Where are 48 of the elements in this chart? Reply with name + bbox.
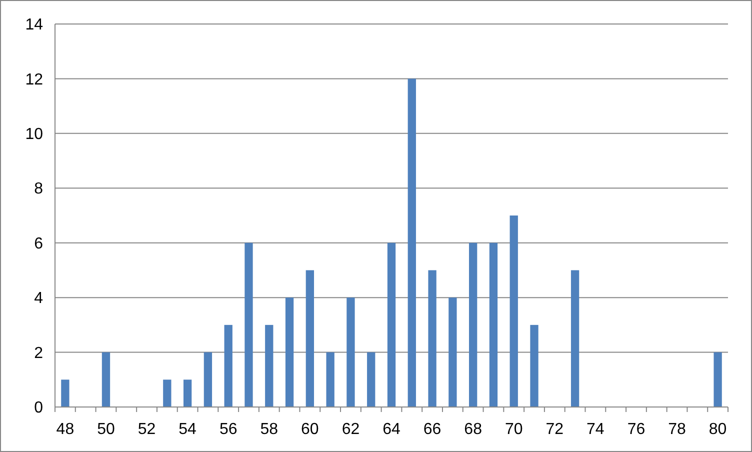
- x-tick-label: 54: [178, 421, 197, 438]
- bar: [285, 298, 294, 407]
- bar: [61, 380, 70, 407]
- bar: [183, 380, 192, 407]
- y-tick-label: 14: [25, 16, 44, 34]
- y-tick-label: 6: [34, 235, 44, 252]
- x-tick-label: 80: [708, 421, 727, 438]
- bar: [346, 298, 355, 407]
- bar: [448, 298, 457, 407]
- x-tick-label: 56: [219, 421, 238, 438]
- bar: [244, 242, 253, 407]
- x-tick-label: 64: [382, 421, 400, 438]
- x-tick-label: 50: [97, 421, 115, 438]
- y-tick-label: 8: [34, 180, 44, 198]
- x-tick-label: 68: [464, 421, 482, 438]
- bar: [510, 216, 518, 407]
- bar: [102, 352, 110, 407]
- x-tick-label: 76: [627, 421, 646, 438]
- bar: [224, 324, 232, 407]
- x-tick-label: 74: [586, 421, 604, 438]
- bar: [408, 78, 416, 407]
- bar: [530, 324, 538, 407]
- x-tick-label: 72: [546, 421, 564, 438]
- bar: [204, 352, 212, 407]
- bar: [387, 242, 396, 407]
- x-tick-label: 60: [301, 421, 319, 438]
- x-tick-label: 52: [138, 421, 156, 438]
- bar: [326, 352, 334, 407]
- x-tick-label: 62: [342, 421, 360, 438]
- bar: [163, 380, 172, 407]
- x-tick-label: 66: [423, 421, 442, 438]
- y-tick-label: 4: [34, 290, 44, 308]
- bar: [489, 242, 498, 407]
- bar: [428, 270, 436, 407]
- bar: [265, 324, 274, 407]
- y-tick-label: 12: [25, 71, 44, 88]
- x-tick-label: 70: [504, 421, 523, 438]
- y-tick-label: 10: [25, 126, 44, 144]
- y-tick-label: 2: [34, 344, 44, 362]
- bar: [306, 270, 314, 407]
- y-tick-label: 0: [34, 400, 44, 417]
- bar: [570, 270, 580, 407]
- x-tick-label: 58: [260, 421, 278, 438]
- x-tick-label: 78: [668, 421, 686, 438]
- bar: [714, 352, 722, 407]
- x-tick-label: 48: [56, 421, 74, 438]
- bar: [367, 352, 376, 407]
- bar: [468, 242, 478, 407]
